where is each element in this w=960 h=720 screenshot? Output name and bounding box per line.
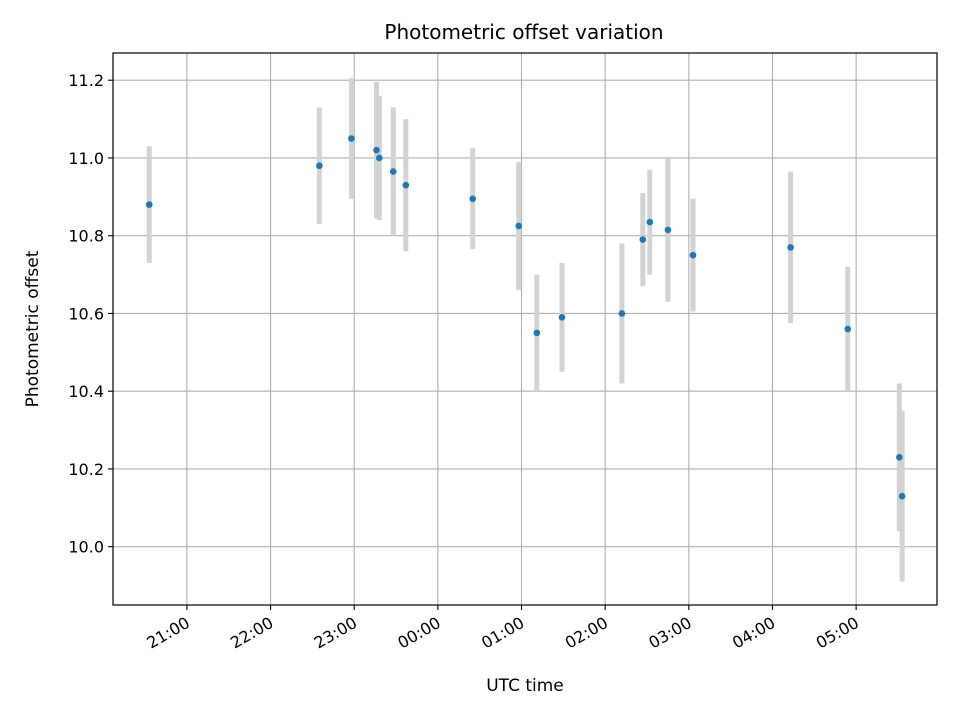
data-point bbox=[689, 251, 697, 259]
data-point bbox=[787, 244, 794, 251]
data-point bbox=[145, 201, 153, 208]
x-tick-label: 05:00 bbox=[813, 613, 862, 653]
data-point bbox=[639, 236, 647, 243]
x-axis-label: UTC time bbox=[486, 676, 564, 696]
data-point bbox=[898, 492, 906, 500]
y-tick-label: 11.2 bbox=[68, 71, 104, 90]
x-tick-label: 22:00 bbox=[227, 613, 276, 653]
x-tick-label: 01:00 bbox=[478, 613, 527, 653]
data-point bbox=[515, 222, 523, 230]
y-tick-label: 10.6 bbox=[68, 304, 104, 323]
data-point bbox=[389, 168, 397, 175]
data-point bbox=[402, 181, 410, 189]
data-point bbox=[533, 329, 541, 337]
y-tick-label: 10.2 bbox=[68, 460, 104, 479]
x-tick-label: 21:00 bbox=[143, 613, 192, 653]
y-tick-label: 10.0 bbox=[68, 538, 104, 557]
y-axis-ticks: 10.0 10.2 10.4 10.6 10.8 11.0 11.2 bbox=[68, 71, 113, 557]
data-point bbox=[558, 314, 566, 321]
x-tick-label: 00:00 bbox=[394, 613, 443, 653]
x-tick-label: 02:00 bbox=[562, 613, 611, 653]
x-tick-label: 23:00 bbox=[311, 613, 360, 653]
data-point bbox=[373, 146, 380, 154]
data-point bbox=[896, 453, 903, 461]
plot-frame bbox=[112, 52, 938, 606]
data-point bbox=[348, 135, 355, 142]
data-point bbox=[646, 218, 654, 226]
error-bars bbox=[146, 78, 905, 582]
data-point bbox=[844, 325, 852, 333]
data-point bbox=[316, 162, 323, 170]
data-point bbox=[469, 195, 477, 203]
x-tick-label: 03:00 bbox=[645, 613, 694, 653]
data-point bbox=[376, 154, 383, 162]
data-point bbox=[664, 226, 672, 234]
y-tick-label: 11.0 bbox=[68, 149, 104, 168]
grid-lines bbox=[113, 53, 937, 605]
y-tick-label: 10.8 bbox=[68, 227, 104, 246]
chart-title: Photometric offset variation bbox=[384, 20, 663, 44]
data-point bbox=[618, 310, 626, 317]
y-axis-label: Photometric offset bbox=[23, 250, 43, 407]
x-tick-label: 04:00 bbox=[729, 613, 778, 653]
y-tick-label: 10.4 bbox=[68, 382, 104, 401]
x-axis-ticks: 21:00 22:00 23:00 00:00 01:00 02:00 03:00 04:00… bbox=[143, 605, 862, 653]
data-points bbox=[145, 135, 906, 500]
